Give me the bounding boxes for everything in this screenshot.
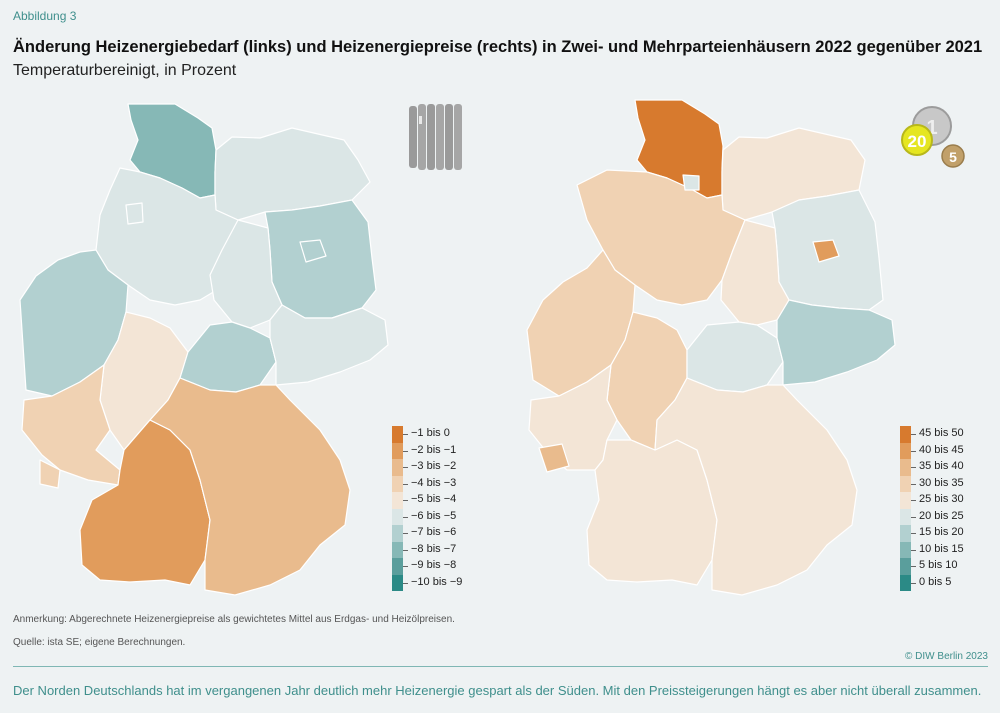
legend-swatch [392,541,403,558]
legend-tick [403,516,408,518]
legend-label: −9 bis −8 [411,559,457,571]
region-st [209,219,283,329]
region-bw [586,439,718,586]
legend-tick [403,549,408,551]
legend-tick [911,434,916,435]
legend-label: −6 bis −5 [411,509,457,522]
footer-caption: Der Norden Deutschlands hat im vergangen… [13,683,982,698]
region-sl [39,459,61,489]
coin-label-5: 5 [949,149,957,165]
figure-title: Änderung Heizenergiebedarf (links) und H… [13,38,983,56]
legend-swatch [900,459,911,476]
legend-tick [911,533,916,534]
left-map [19,103,389,596]
radiator-icon [409,104,462,170]
legend-label: 35 bis 40 [919,460,964,472]
region-by [654,377,858,596]
figure-label: Abbildung 3 [13,9,77,23]
legend-tick [911,566,916,567]
region-sn [776,299,896,386]
legend-swatch [900,442,911,459]
note-text: Anmerkung: Abgerechnete Heizenergiepreis… [13,614,455,625]
legend-label: 40 bis 45 [919,443,964,456]
legend-tick [911,483,916,485]
legend-label: −5 bis −4 [411,493,457,505]
region-sl [538,443,570,473]
legend-swatch [900,525,911,542]
region-hb [682,174,700,191]
region-th [686,321,784,393]
legend-tick [403,566,408,567]
legend-tick [403,533,408,534]
legend-label: −3 bis −2 [411,460,457,472]
legend-label: −8 bis −7 [411,542,457,555]
region-th [179,321,277,393]
legend-swatch [392,426,403,443]
legend-label: 45 bis 50 [919,427,964,439]
legend-label: −2 bis −1 [411,443,457,456]
legend-swatch [392,442,403,459]
legend-tick [403,467,408,468]
region-be [812,239,840,263]
legend-swatch [392,508,403,525]
coin-label-20: 20 [908,132,927,151]
legend-label: 20 bis 25 [919,509,964,522]
legend-label: 5 bis 10 [919,559,958,571]
divider [13,666,988,667]
coin-label-1: 1 [926,117,937,139]
region-bb [264,199,377,319]
legend-label: −4 bis −3 [411,476,457,489]
legend-tick [403,483,408,485]
coins-icon: 1 20 5 [901,106,965,168]
legend-tick [911,549,916,551]
copyright: © DIW Berlin 2023 [905,651,988,662]
legend-tick [911,467,916,468]
source-text: Quelle: ista SE; eigene Berechnungen. [13,637,186,648]
legend-tick [403,582,408,584]
legend-tick [403,450,408,452]
right-map [526,99,896,596]
legend-label: 30 bis 35 [919,476,964,489]
legend-swatch [392,459,403,476]
legend-label: 25 bis 30 [919,493,964,505]
legend-swatch [900,492,911,509]
legend-swatch [900,541,911,558]
legend-label: −10 bis −9 [411,575,463,588]
legend-swatch [900,508,911,525]
legend-swatch [392,475,403,492]
legend-swatch [900,475,911,492]
legend-tick [911,450,916,452]
legend-tick [403,500,408,501]
region-rp [21,364,121,486]
figure-subtitle: Temperaturbereinigt, in Prozent [13,62,237,79]
legend-label: −7 bis −6 [411,526,457,538]
region-be [299,239,327,263]
legend-label: 0 bis 5 [919,575,952,588]
legend-tick [911,516,916,518]
legend-swatch [900,558,911,575]
legend-tick [911,582,916,584]
legend-label: 15 bis 20 [919,526,964,538]
legend-tick [911,500,916,501]
legend-label: 10 bis 15 [919,542,964,555]
legend-swatch [392,525,403,542]
legend-swatch [900,574,911,591]
region-hb [125,202,144,225]
legend-swatch [392,558,403,575]
legend-label: −1 bis 0 [411,427,450,439]
region-by [149,377,351,596]
region-sn [269,304,389,386]
legend-swatch [900,426,911,443]
legend-swatch [392,574,403,591]
legend-tick [403,434,408,435]
legend-swatch [392,492,403,509]
